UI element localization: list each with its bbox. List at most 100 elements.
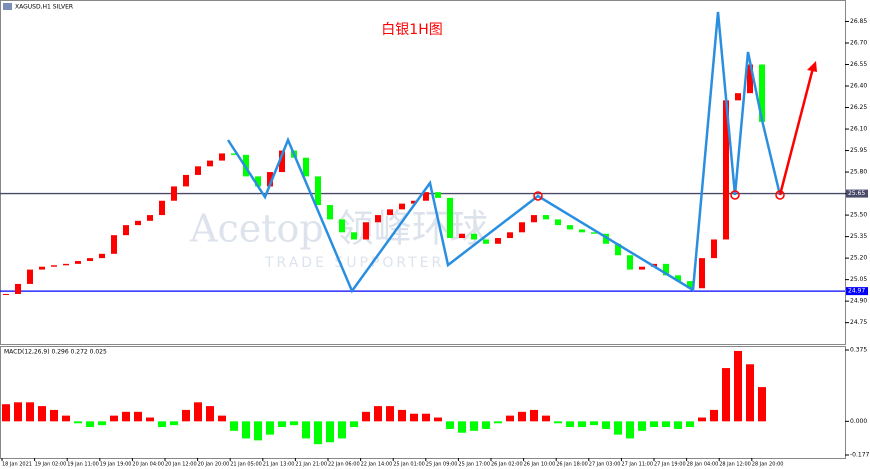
candle: [723, 100, 729, 240]
macd-bar: [554, 421, 562, 424]
x-tick-label: 22 Jan 06:00: [328, 462, 360, 468]
macd-bar: [710, 409, 718, 422]
x-tick-label: 25 Jan 01:00: [393, 462, 425, 468]
circle-annotation: [533, 191, 543, 201]
candle: [267, 172, 273, 187]
macd-bar: [146, 417, 154, 422]
candle: [471, 233, 477, 240]
candle: [255, 176, 261, 187]
macd-panel: [0, 346, 846, 459]
macd-bar: [158, 421, 166, 428]
candle: [327, 205, 333, 220]
macd-bar: [374, 406, 382, 422]
macd-bar: [638, 421, 646, 431]
candle: [279, 150, 285, 173]
macd-bar: [122, 411, 130, 422]
macd-bar: [590, 421, 598, 426]
candle: [399, 203, 405, 210]
y-tick-label: 25.20: [850, 255, 867, 262]
candle: [603, 233, 609, 244]
macd-bar: [530, 409, 538, 422]
y-tick-label: 25.35: [850, 233, 867, 240]
macd-bar: [470, 421, 478, 431]
candle: [315, 176, 321, 206]
macd-bar: [422, 413, 430, 422]
zigzag-annotation: [226, 11, 782, 294]
candle: [627, 255, 633, 270]
macd-bar: [302, 421, 310, 439]
candle: [3, 293, 9, 295]
x-tick-label: 20 Jan 12:00: [165, 462, 197, 468]
macd-bar: [566, 421, 574, 428]
candle: [435, 192, 441, 198]
candle: [531, 215, 537, 223]
macd-bar: [542, 415, 550, 422]
macd-bar: [398, 409, 406, 422]
macd-tick-label: 0.000: [850, 418, 867, 425]
x-tick-label: 26 Jan 02:00: [491, 462, 523, 468]
candle: [63, 263, 69, 266]
macd-bar: [170, 421, 178, 426]
macd-bar: [98, 421, 106, 426]
y-tick-label: 26.10: [850, 126, 867, 133]
macd-bar: [362, 411, 370, 422]
macd-bar: [662, 421, 670, 428]
x-tick-label: 27 Jan 11:00: [621, 462, 653, 468]
symbol: XAGUSD,H1 SILVER: [15, 4, 73, 11]
price-label-box: [846, 287, 868, 296]
price-label: 24.97: [848, 288, 865, 295]
candle: [231, 153, 237, 155]
chart-title: 白银1H图: [381, 22, 442, 38]
candle: [375, 215, 381, 223]
candle: [171, 186, 177, 201]
macd-bar: [290, 421, 298, 426]
candle: [459, 233, 465, 239]
x-tick-label: 18 Jan 2021: [2, 462, 32, 468]
y-tick-label: 25.95: [850, 147, 867, 154]
candle: [87, 258, 93, 261]
x-tick-label: 20 Jan 04:00: [132, 462, 164, 468]
candle: [663, 263, 669, 276]
macd-tick-label: -0.177: [850, 452, 870, 459]
macd-bar: [626, 421, 634, 439]
candle: [519, 222, 525, 233]
candle: [183, 174, 189, 187]
x-tick-label: 26 Jan 18:00: [556, 462, 588, 468]
macd-bar: [758, 387, 766, 422]
candle: [711, 239, 717, 259]
x-tick-label: 22 Jan 14:00: [361, 462, 393, 468]
macd-tick-label: 0.375: [850, 347, 867, 354]
macd-bar: [506, 415, 514, 422]
macd-bar: [218, 415, 226, 422]
candle: [207, 160, 213, 167]
x-tick-label: 26 Jan 10:00: [524, 462, 556, 468]
candle: [543, 215, 549, 220]
macd-bar: [698, 417, 706, 422]
macd-bar: [734, 350, 742, 422]
symbol-icon: [3, 3, 12, 10]
candle: [387, 209, 393, 216]
macd-bar: [386, 406, 394, 422]
candle: [303, 157, 309, 177]
candle: [423, 192, 429, 201]
macd-bar: [410, 413, 418, 422]
candle: [483, 239, 489, 244]
macd-bar: [278, 421, 286, 428]
macd-bar: [482, 421, 490, 429]
candle: [747, 64, 753, 94]
candle: [507, 232, 513, 239]
candle: [591, 232, 597, 234]
x-tick-label: 28 Jan 20:00: [752, 462, 784, 468]
x-tick-label: 21 Jan 21:00: [295, 462, 327, 468]
arrow-annotation: [778, 67, 815, 196]
x-tick-label: 19 Jan 19:00: [100, 462, 132, 468]
macd-bar: [254, 421, 262, 441]
x-tick-label: 19 Jan 11:00: [67, 462, 99, 468]
macd-bar: [650, 421, 658, 428]
macd-bar: [458, 421, 466, 433]
candle: [411, 200, 417, 204]
macd-bar: [62, 415, 70, 422]
candle: [99, 253, 105, 259]
candle: [447, 197, 453, 239]
macd-bar: [350, 421, 358, 428]
